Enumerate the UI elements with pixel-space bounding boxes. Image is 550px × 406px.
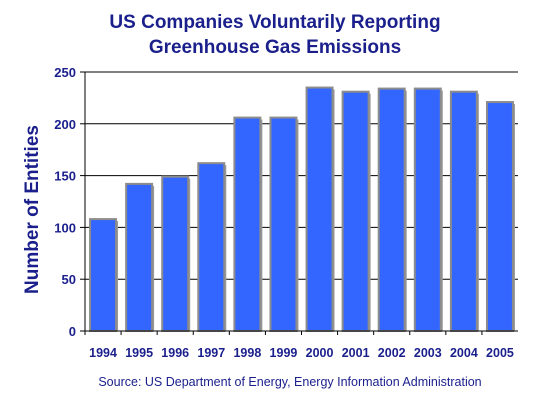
x-tick-label: 2004: [450, 346, 478, 360]
x-tick-label: 1997: [197, 346, 225, 360]
bar-1998: [233, 116, 262, 332]
x-tick-label: 1994: [89, 346, 117, 360]
bar-1994: [89, 218, 118, 332]
x-tick-label: 1995: [125, 346, 153, 360]
bar-1996: [161, 175, 190, 332]
x-tick-label: 1999: [270, 346, 298, 360]
bar-1999: [269, 116, 298, 332]
chart-title-line-2: Greenhouse Gas Emissions: [148, 37, 402, 58]
y-axis-title: Number of Entities: [22, 125, 43, 294]
y-tick-label: 100: [54, 220, 76, 235]
chart-title: US Companies Voluntarily Reporting Green…: [0, 10, 550, 60]
x-tick-label: 2005: [486, 346, 514, 360]
bar-1995: [125, 182, 154, 332]
bar-2005: [485, 101, 514, 332]
x-tick-label: 2001: [342, 346, 370, 360]
bar-2003: [413, 87, 442, 332]
y-tick-label: 200: [54, 117, 76, 132]
x-tick-label: 2003: [414, 346, 442, 360]
bar-2002: [377, 87, 406, 332]
x-tick-label: 1998: [233, 346, 261, 360]
x-tick-label: 2002: [378, 346, 406, 360]
bar-1997: [197, 162, 226, 332]
y-tick-label: 0: [69, 324, 76, 339]
y-tick-label: 150: [54, 169, 76, 184]
source-note: Source: US Department of Energy, Energy …: [98, 375, 482, 389]
bar-2004: [449, 90, 478, 332]
y-tick-label: 250: [54, 65, 76, 80]
bar-2000: [305, 86, 334, 333]
y-tick-label: 50: [62, 272, 76, 287]
x-tick-label: 2000: [306, 346, 334, 360]
bar-2001: [341, 90, 370, 332]
x-tick-label: 1996: [161, 346, 189, 360]
chart-title-line-1: US Companies Voluntarily Reporting: [109, 12, 441, 33]
